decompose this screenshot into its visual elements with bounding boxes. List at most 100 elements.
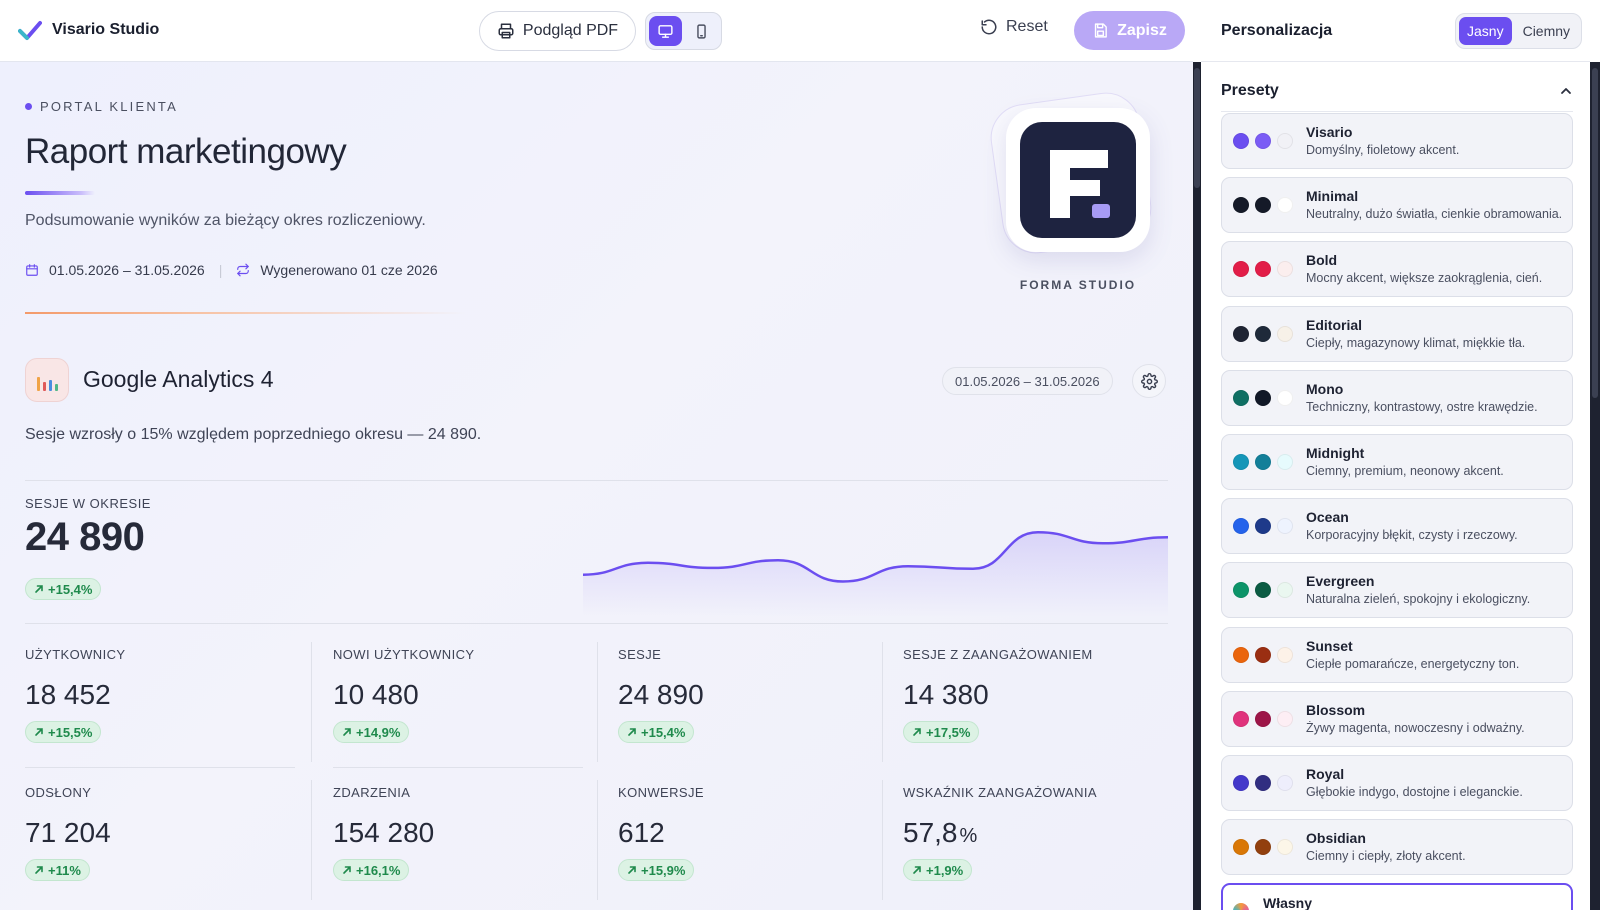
panel-scrollbar[interactable]: [1590, 62, 1600, 910]
color-swatch: [1255, 261, 1271, 278]
color-swatch: [1277, 839, 1293, 856]
theme-light-button[interactable]: Jasny: [1459, 17, 1512, 45]
preview-scrollbar[interactable]: [1193, 62, 1201, 910]
kpi-separator: [311, 780, 312, 900]
kpi-card: ODSŁONY 71 204 +11%: [25, 785, 113, 881]
color-swatch: [1277, 454, 1293, 470]
preset-name: Royal: [1306, 766, 1345, 782]
personalization-panel: Personalizacja Jasny Ciemny Presety Visa…: [1201, 0, 1590, 910]
undo-icon: [981, 19, 997, 35]
top-bar: Visario Studio Podgląd PDF Reset Zapisz: [0, 0, 1193, 62]
hero-value: 24 890: [25, 515, 145, 559]
kpi-change-badge: +14,9%: [333, 721, 410, 743]
kpi-change-badge: +15,5%: [25, 721, 102, 743]
mobile-view-button[interactable]: [686, 16, 719, 46]
preset-card-custom[interactable]: Własny: [1221, 883, 1573, 910]
preset-name: Midnight: [1306, 445, 1365, 461]
preset-card[interactable]: Evergreen Naturalna zieleń, spokojny i ek…: [1221, 562, 1573, 619]
app-name: Visario Studio: [52, 21, 160, 38]
preset-name: Obsidian: [1306, 830, 1366, 847]
kpi-card: SESJE Z ZAANGAŻOWANIEM 14 380 +17,5%: [903, 647, 1093, 743]
kpi-card: NOWI UŻYTKOWNICY 10 480 +14,9%: [333, 647, 474, 743]
preset-name: Sunset: [1306, 637, 1353, 654]
preset-card[interactable]: Sunset Ciepłe pomarańcze, energetyczny to…: [1221, 626, 1573, 683]
color-swatch: [1255, 775, 1271, 791]
preset-swatches: [1233, 839, 1293, 856]
arrow-up-right-icon: [913, 728, 921, 736]
preset-card[interactable]: Royal Głębokie indygo, dostojne i eleganc…: [1221, 755, 1573, 811]
kpi-label: SESJE: [618, 647, 662, 662]
preset-description: Głębokie indygo, dostojne i eleganckie.: [1306, 785, 1523, 799]
report-period: 01.05.2026 – 31.05.2026: [49, 262, 205, 278]
preset-card[interactable]: Bold Mocny akcent, większe zaokrąglenia, …: [1221, 241, 1573, 298]
color-swatch: [1233, 518, 1249, 535]
reset-button[interactable]: Reset: [980, 18, 1048, 36]
presets-header[interactable]: Presety: [1221, 78, 1573, 104]
preset-card[interactable]: Editorial Ciepły, magazynowy klimat, mięk…: [1221, 305, 1573, 362]
chevron-up-icon: [1561, 88, 1571, 94]
preset-card[interactable]: Visario Domyślny, fioletowy akcent.: [1221, 113, 1573, 169]
theme-toggle: Jasny Ciemny: [1455, 13, 1582, 49]
kpi-label: KONWERSJE: [618, 785, 704, 800]
preset-description: Korporacyjny błękit, czysty i rzeczowy.: [1306, 528, 1518, 543]
color-swatch: [1255, 133, 1271, 149]
kpi-separator: [311, 642, 312, 762]
presets-title: Presety: [1221, 82, 1279, 99]
divider: [25, 480, 1168, 481]
preset-swatches: [1233, 133, 1293, 149]
preset-description: Ciemny, premium, neonowy akcent.: [1306, 464, 1504, 478]
kpi-label: NOWI UŻYTKOWNICY: [333, 647, 475, 662]
color-swatch: [1277, 775, 1293, 791]
bar-icon-part: [42, 382, 46, 391]
preset-card[interactable]: Blossom Żywy magenta, nowoczesny i odważn…: [1221, 690, 1573, 747]
theme-dark-button[interactable]: Ciemny: [1522, 23, 1571, 39]
color-swatch: [1233, 261, 1249, 278]
color-swatch: [1255, 839, 1271, 856]
bar-icon-part: [54, 384, 58, 391]
preset-description: Neutralny, dużo światła, cienkie obramow…: [1306, 207, 1563, 222]
bar-icon-part: [36, 377, 40, 391]
gear-icon: [1140, 372, 1158, 390]
monitor-icon: [658, 24, 673, 38]
refresh-icon: [237, 263, 250, 277]
preset-card[interactable]: Ocean Korporacyjny błękit, czysty i rzecz…: [1221, 498, 1573, 555]
arrow-up-right-icon: [913, 866, 921, 874]
brand: Visario Studio: [18, 19, 159, 41]
save-label: Zapisz: [1117, 21, 1167, 39]
hero-change-value: +15,4%: [48, 581, 93, 597]
calendar-icon: [26, 264, 38, 276]
report-preview: PORTAL KLIENTA Raport marketingowy Podsu…: [0, 62, 1193, 910]
report-generated: Wygenerowano 01 cze 2026: [260, 262, 438, 278]
kpi-separator: [882, 642, 883, 762]
pdf-preview-label: Podgląd PDF: [522, 22, 619, 39]
preset-card[interactable]: Mono Techniczny, kontrastowy, ostre krawę…: [1221, 369, 1573, 426]
color-swatch: [1233, 839, 1249, 856]
pdf-preview-button[interactable]: Podgląd PDF: [479, 11, 636, 51]
preset-card[interactable]: Midnight Ciemny, premium, neonowy akcent.: [1221, 434, 1573, 490]
title-underline: [25, 191, 95, 195]
accent-divider: [25, 312, 465, 314]
color-swatch: [1277, 133, 1293, 149]
preset-swatches: [1233, 582, 1293, 599]
kpi-separator: [597, 642, 598, 762]
save-button[interactable]: Zapisz: [1074, 11, 1185, 50]
color-swatch: [1233, 582, 1249, 599]
client-logo-caption: FORMA STUDIO: [1019, 278, 1137, 292]
palette-icon: [1233, 903, 1249, 910]
scrollbar-thumb[interactable]: [1194, 68, 1200, 188]
arrow-up-right-icon: [628, 866, 636, 874]
panel-title: Personalizacja: [1221, 22, 1333, 39]
preset-description: Domyślny, fioletowy akcent.: [1306, 143, 1460, 157]
preset-description: Mocny akcent, większe zaokrąglenia, cień…: [1306, 271, 1543, 286]
scrollbar-thumb[interactable]: [1592, 68, 1598, 398]
preset-name: Minimal: [1306, 188, 1359, 205]
preset-card[interactable]: Minimal Neutralny, dużo światła, cienkie …: [1221, 177, 1573, 234]
preset-name: Evergreen: [1306, 573, 1375, 590]
logo-mark: [1020, 122, 1136, 238]
desktop-view-button[interactable]: [649, 16, 682, 46]
section-settings-button[interactable]: [1132, 364, 1166, 398]
kpi-value: 14 380: [903, 679, 989, 710]
page-subtitle: Podsumowanie wyników za bieżący okres ro…: [25, 212, 426, 229]
section-title: Google Analytics 4: [83, 366, 274, 392]
preset-card[interactable]: Obsidian Ciemny i ciepły, złoty akcent.: [1221, 819, 1573, 876]
